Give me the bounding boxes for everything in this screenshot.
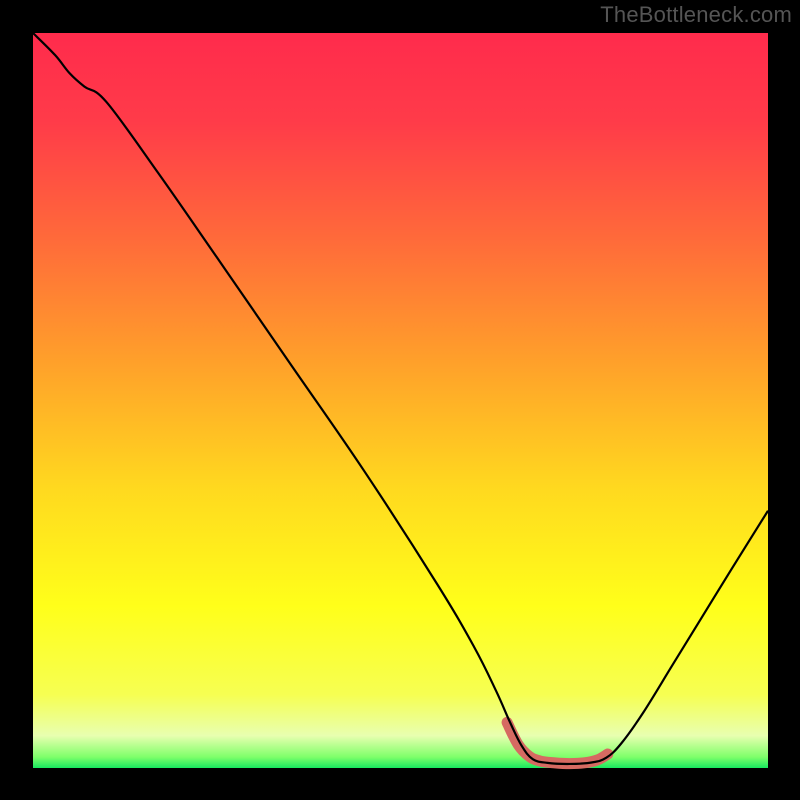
bottleneck-chart (0, 0, 800, 800)
chart-background (33, 33, 768, 768)
watermark-text: TheBottleneck.com (600, 2, 792, 28)
